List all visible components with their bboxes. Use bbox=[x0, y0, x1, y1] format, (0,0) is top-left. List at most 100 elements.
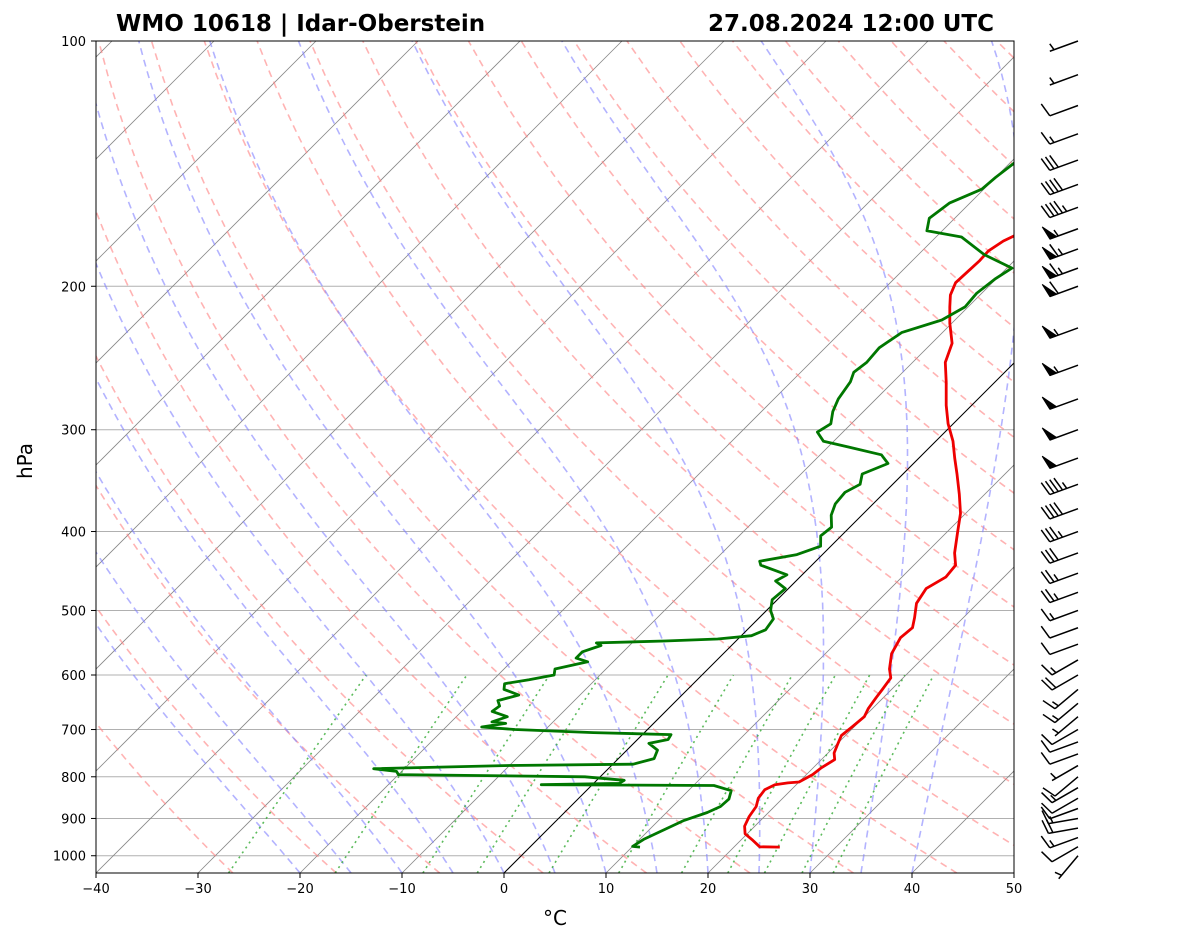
isotherm-10 bbox=[605, 464, 1014, 873]
plot-area bbox=[96, 41, 1014, 873]
wind-barb-750 bbox=[1040, 751, 1079, 765]
temperature-line bbox=[743, 234, 1014, 849]
dry-adiabat bbox=[97, 41, 751, 873]
dry-adiabat bbox=[256, 41, 1014, 847]
mixing-ratio-line bbox=[801, 674, 906, 873]
wind-barb-700 bbox=[1041, 728, 1079, 746]
y-tick-label: 100 bbox=[61, 35, 86, 50]
y-tick-label: 300 bbox=[61, 424, 86, 439]
wind-barb-325 bbox=[1041, 455, 1079, 470]
wind-barb-850 bbox=[1041, 797, 1079, 814]
isotherm--60 bbox=[96, 41, 725, 670]
moist-adiabat bbox=[96, 622, 301, 873]
wind-barb-120 bbox=[1040, 103, 1079, 117]
x-tick-label: −30 bbox=[184, 882, 211, 897]
wind-barb-190 bbox=[1041, 263, 1079, 280]
dry-adiabat bbox=[626, 41, 1014, 439]
wind-barb-475 bbox=[1040, 588, 1079, 604]
dry-adiabat bbox=[96, 354, 544, 873]
wind-barb-275 bbox=[1041, 396, 1079, 410]
isotherm-30 bbox=[809, 668, 1014, 873]
wind-barb-600 bbox=[1041, 674, 1079, 691]
wind-barb-975 bbox=[1041, 846, 1079, 863]
plot-frame bbox=[95, 40, 1015, 874]
wind-barb-800 bbox=[1042, 776, 1079, 797]
mixing-ratio-line bbox=[548, 674, 669, 873]
isotherm--70 bbox=[96, 41, 623, 568]
dry-adiabat bbox=[96, 208, 647, 873]
x-tick-label: −20 bbox=[286, 882, 313, 897]
wind-barb-675 bbox=[1052, 716, 1079, 737]
wind-barb-525 bbox=[1040, 625, 1079, 639]
profile-lines bbox=[372, 161, 1014, 849]
wind-barb-825 bbox=[1041, 787, 1079, 804]
mixing-ratio-line bbox=[334, 674, 468, 873]
dewpoint-line bbox=[372, 161, 1014, 849]
wind-barb-225 bbox=[1041, 325, 1079, 339]
x-tick-label: 20 bbox=[700, 882, 717, 897]
wind-barb-875 bbox=[1040, 806, 1079, 820]
y-axis: 1000 900 800 700 600 500 400 300 200 100 bbox=[53, 35, 96, 865]
moist-adiabat bbox=[138, 41, 607, 873]
moist-adiabat bbox=[911, 41, 1014, 873]
y-tick-label: 600 bbox=[61, 669, 86, 684]
moist-adiabat-lines bbox=[96, 41, 1014, 873]
wind-barb-425 bbox=[1040, 547, 1079, 564]
wind-barb-375 bbox=[1040, 502, 1079, 520]
moist-adiabat bbox=[96, 550, 352, 873]
y-tick-label: 400 bbox=[61, 526, 86, 541]
wind-barb-650 bbox=[1042, 702, 1079, 724]
y-tick-label: 1000 bbox=[53, 850, 86, 865]
isotherm--90 bbox=[96, 41, 419, 364]
dry-adiabat bbox=[96, 605, 337, 873]
y-tick-label: 900 bbox=[61, 812, 86, 827]
wind-barb-160 bbox=[1040, 200, 1079, 219]
wind-barb-500 bbox=[1040, 608, 1079, 622]
y-tick-label: 700 bbox=[61, 724, 86, 739]
wind-barbs bbox=[1040, 40, 1079, 880]
wind-barb-200 bbox=[1041, 281, 1079, 298]
mixing-ratio-line bbox=[763, 674, 871, 873]
x-tick-label: −10 bbox=[388, 882, 415, 897]
moist-adiabat bbox=[297, 41, 709, 873]
moist-adiabat bbox=[96, 101, 556, 873]
x-tick-label: 50 bbox=[1006, 882, 1023, 897]
wind-barb-150 bbox=[1040, 177, 1079, 196]
dry-adiabat bbox=[362, 41, 1014, 726]
wind-barb-180 bbox=[1041, 243, 1079, 260]
x-tick-label: 40 bbox=[904, 882, 921, 897]
dry-adiabat bbox=[414, 41, 1014, 667]
wind-barb-350 bbox=[1040, 477, 1079, 496]
dry-adiabat bbox=[679, 41, 1014, 384]
moist-adiabat bbox=[96, 470, 403, 873]
dry-adiabat bbox=[96, 484, 441, 873]
moist-adiabat bbox=[96, 261, 505, 873]
dry-adiabat bbox=[150, 41, 854, 873]
chart-title-right: 27.08.2024 12:00 UTC bbox=[708, 11, 994, 37]
y-tick-label: 200 bbox=[61, 280, 86, 295]
mixing-ratio-line bbox=[227, 674, 367, 873]
y-tick-label: 500 bbox=[61, 604, 86, 619]
wind-barb-900 bbox=[1041, 810, 1079, 825]
wind-barb-625 bbox=[1042, 688, 1079, 710]
wind-barb-400 bbox=[1040, 526, 1079, 543]
isotherm--50 bbox=[96, 41, 827, 772]
dry-adiabat bbox=[520, 41, 1014, 551]
chart-title-left: WMO 10618 | Idar-Oberstein bbox=[116, 11, 485, 37]
x-tick-label: 10 bbox=[598, 882, 615, 897]
mixing-ratio-line bbox=[680, 674, 793, 873]
isotherm-20 bbox=[707, 566, 1014, 873]
wind-barb-300 bbox=[1041, 427, 1079, 441]
x-axis: −40 −30 −20 −10 0 10 20 30 40 50 bbox=[82, 873, 1022, 897]
wind-barb-1000 bbox=[1054, 855, 1079, 880]
isotherm--80 bbox=[96, 41, 521, 466]
x-tick-label: 0 bbox=[500, 882, 508, 897]
y-tick-label: 800 bbox=[61, 771, 86, 786]
isotherm--10 bbox=[401, 260, 1014, 873]
wind-barb-170 bbox=[1041, 226, 1079, 240]
mixing-ratio-line bbox=[422, 674, 551, 873]
wind-barb-110 bbox=[1049, 74, 1079, 86]
wind-barb-775 bbox=[1050, 764, 1079, 782]
